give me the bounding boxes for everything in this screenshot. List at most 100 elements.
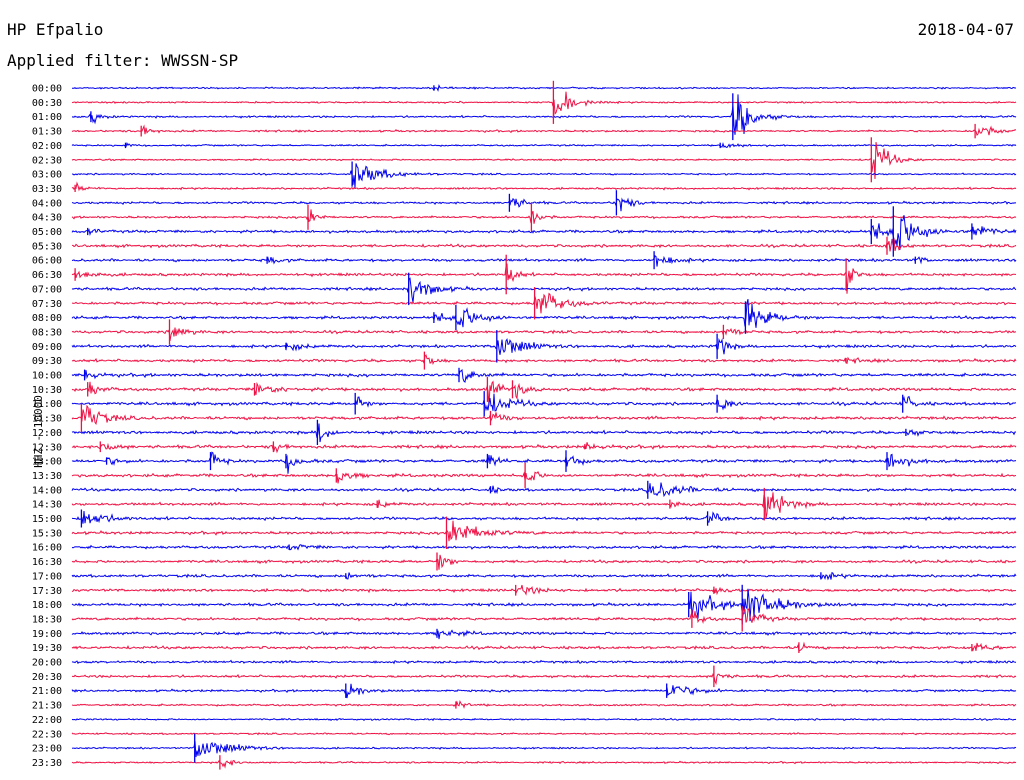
time-label-1300: 13:00 <box>32 457 62 468</box>
time-label-0930: 09:30 <box>32 356 62 367</box>
trace-1100 <box>71 393 1017 412</box>
trace-0000 <box>71 83 1017 92</box>
time-label-2230: 22:30 <box>32 729 62 740</box>
time-label-1800: 18:00 <box>32 600 62 611</box>
time-label-0300: 03:00 <box>32 170 62 181</box>
time-label-0030: 00:30 <box>32 98 62 109</box>
time-label-1930: 19:30 <box>32 643 62 654</box>
time-label-1830: 18:30 <box>32 614 62 625</box>
time-label-0900: 09:00 <box>32 342 62 353</box>
time-label-0000: 00:00 <box>32 84 62 95</box>
time-label-1230: 12:30 <box>32 442 62 453</box>
time-label-2330: 23:30 <box>32 758 62 769</box>
trace-1400 <box>71 482 1017 498</box>
time-label-0130: 01:30 <box>32 127 62 138</box>
time-label-1030: 10:30 <box>32 385 62 396</box>
trace-2130 <box>71 699 1017 709</box>
time-label-0730: 07:30 <box>32 299 62 310</box>
time-label-2130: 21:30 <box>32 701 62 712</box>
trace-1630 <box>71 554 1017 570</box>
date-label: 2018-04-07 <box>917 20 1014 39</box>
trace-0100 <box>71 94 1017 135</box>
time-label-2030: 20:30 <box>32 672 62 683</box>
station-title: HP Efpalio <box>7 20 104 39</box>
time-label-0400: 04:00 <box>32 198 62 209</box>
trace-2030 <box>71 672 1017 686</box>
trace-0930 <box>71 354 1017 365</box>
time-label-1500: 15:00 <box>32 514 62 525</box>
time-label-2300: 23:00 <box>32 744 62 755</box>
time-label-1100: 11:00 <box>32 399 62 410</box>
trace-1130 <box>71 404 1017 426</box>
time-label-2100: 21:00 <box>32 686 62 697</box>
trace-0130 <box>71 124 1017 137</box>
trace-1600 <box>71 544 1017 551</box>
trace-2200 <box>71 717 1017 722</box>
trace-0400 <box>71 197 1017 212</box>
time-label-1600: 16:00 <box>32 543 62 554</box>
trace-0500 <box>71 215 1017 250</box>
trace-2300 <box>71 741 1017 758</box>
time-label-0230: 02:30 <box>32 155 62 166</box>
trace-1930 <box>71 641 1017 652</box>
time-label-0800: 08:00 <box>32 313 62 324</box>
trace-1500 <box>71 511 1017 524</box>
trace-1900 <box>71 629 1017 640</box>
trace-1700 <box>71 571 1017 581</box>
trace-1330 <box>71 471 1017 484</box>
filter-label: Applied filter: WWSSN-SP <box>7 51 239 70</box>
time-label-0200: 02:00 <box>32 141 62 152</box>
time-label-0100: 01:00 <box>32 112 62 123</box>
trace-1030 <box>71 380 1017 406</box>
time-label-0330: 03:30 <box>32 184 62 195</box>
trace-2230 <box>71 732 1017 736</box>
trace-2000 <box>71 659 1017 665</box>
time-label-1700: 17:00 <box>32 571 62 582</box>
trace-0700 <box>71 277 1017 303</box>
trace-0600 <box>71 255 1017 267</box>
trace-0430 <box>71 209 1017 224</box>
time-label-1730: 17:30 <box>32 586 62 597</box>
time-label-0630: 06:30 <box>32 270 62 281</box>
time-label-1900: 19:00 <box>32 629 62 640</box>
trace-1730 <box>71 584 1017 596</box>
trace-0830 <box>71 327 1017 342</box>
trace-0230 <box>71 142 1017 179</box>
time-label-0600: 06:00 <box>32 256 62 267</box>
trace-1300 <box>71 451 1017 474</box>
trace-1530 <box>71 520 1017 542</box>
trace-0730 <box>71 292 1017 314</box>
time-label-0530: 05:30 <box>32 241 62 252</box>
trace-0630 <box>71 263 1016 294</box>
trace-0200 <box>71 142 1017 149</box>
time-label-2200: 22:00 <box>32 715 62 726</box>
trace-1800 <box>71 588 1017 622</box>
time-label-0830: 08:30 <box>32 327 62 338</box>
time-label-1400: 14:00 <box>32 485 62 496</box>
trace-1230 <box>71 442 1017 454</box>
time-label-1200: 12:00 <box>32 428 62 439</box>
trace-0530 <box>71 238 1017 252</box>
trace-1830 <box>71 607 1017 624</box>
time-label-1000: 10:00 <box>32 371 62 382</box>
trace-2100 <box>71 683 1017 699</box>
trace-1000 <box>71 368 1017 383</box>
trace-2330 <box>71 759 1017 769</box>
trace-0030 <box>71 91 1017 115</box>
trace-0300 <box>71 163 1017 188</box>
time-label-0500: 05:00 <box>32 227 62 238</box>
trace-0330 <box>71 181 1017 192</box>
time-label-0430: 04:30 <box>32 213 62 224</box>
time-label-1330: 13:30 <box>32 471 62 482</box>
trace-0900 <box>71 337 1017 355</box>
time-label-1530: 15:30 <box>32 528 62 539</box>
trace-1430 <box>71 492 1017 519</box>
time-label-2000: 20:00 <box>32 658 62 669</box>
time-label-1430: 14:30 <box>32 500 62 511</box>
time-label-1130: 11:30 <box>32 414 62 425</box>
trace-0800 <box>71 298 1017 328</box>
time-label-1630: 16:30 <box>32 557 62 568</box>
trace-1200 <box>71 423 1017 443</box>
time-label-0700: 07:00 <box>32 284 62 295</box>
